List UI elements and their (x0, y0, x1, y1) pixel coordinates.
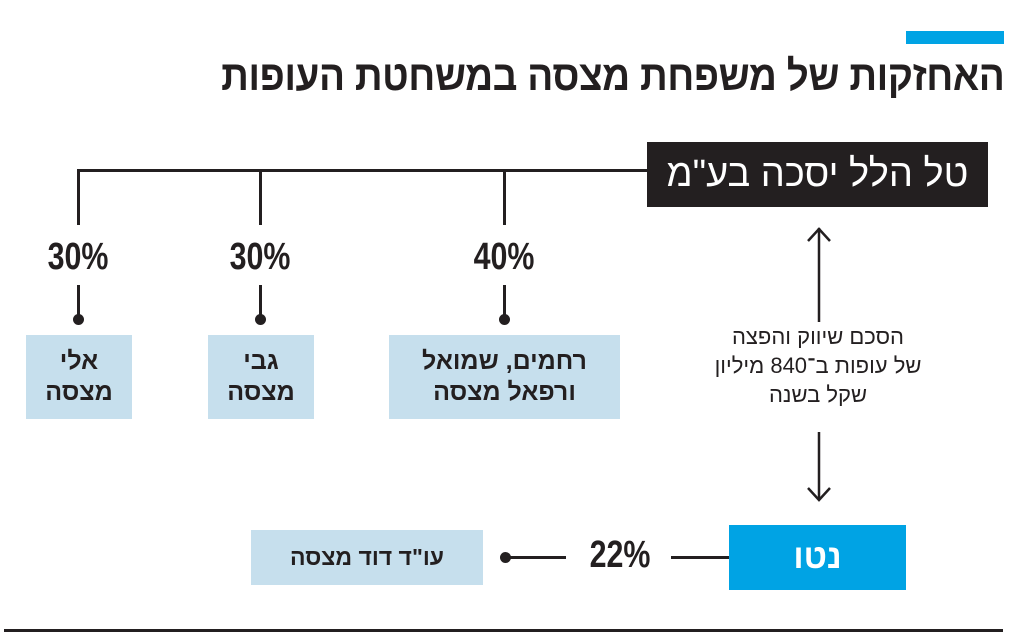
shareholder-name-line1: אלי (59, 347, 99, 375)
shareholder-dot-3 (499, 314, 510, 325)
tree-connector-branch-1 (77, 169, 80, 225)
shareholder-stem-2 (259, 285, 262, 318)
shareholder-name-line1: גבי (243, 347, 279, 375)
bottom-rule (4, 629, 1003, 632)
shareholder-box-1: אלי מצסה (26, 335, 132, 419)
agreement-note-line1: הסכם שיווק והפצה (731, 324, 905, 349)
partner-company-box: נטו (729, 525, 906, 590)
agreement-note: הסכם שיווק והפצה של עופות ב־840 מיליון ש… (690, 322, 946, 409)
accent-bar (906, 31, 1004, 44)
arrow-up-icon (807, 227, 831, 322)
partner-connector-left (508, 556, 566, 559)
shareholder-stem-1 (77, 285, 80, 318)
parent-company-name: טל הלל יסכה בע"מ (666, 153, 969, 195)
shareholder-percent-3: 40% (473, 236, 535, 278)
shareholder-dot-2 (255, 314, 266, 325)
shareholder-percent-2: 30% (229, 236, 291, 278)
partner-holder-name: עו"ד דוד מצסה (289, 544, 445, 570)
partner-dot (500, 552, 511, 563)
tree-connector-branch-2 (259, 169, 262, 225)
shareholder-name-line2: מצסה (227, 378, 295, 406)
shareholder-name-line2: מצסה (45, 378, 113, 406)
shareholder-stem-3 (503, 285, 506, 318)
partner-company-name: נטו (793, 538, 842, 576)
partner-connector-right (671, 556, 729, 559)
page-title: האחזקות של משפחת מצסה במשחטת העופות (220, 52, 1005, 99)
tree-connector-branch-3 (503, 169, 506, 225)
shareholder-dot-1 (73, 314, 84, 325)
tree-connector-horizontal (77, 169, 647, 172)
agreement-note-line3: שקל בשנה (768, 382, 868, 407)
shareholder-percent-1: 30% (47, 236, 109, 278)
shareholder-box-3: רחמים, שמואל ורפאל מצסה (389, 335, 620, 419)
shareholder-box-2: גבי מצסה (208, 335, 314, 419)
parent-company-box: טל הלל יסכה בע"מ (647, 142, 988, 207)
shareholder-name-line2: ורפאל מצסה (433, 378, 576, 406)
partner-holder-box: עו"ד דוד מצסה (251, 530, 483, 585)
shareholder-name-line1: רחמים, שמואל (422, 347, 587, 375)
partner-percent: 22% (589, 534, 651, 576)
arrow-down-icon (807, 432, 831, 502)
agreement-note-line2: של עופות ב־840 מיליון (714, 353, 922, 378)
